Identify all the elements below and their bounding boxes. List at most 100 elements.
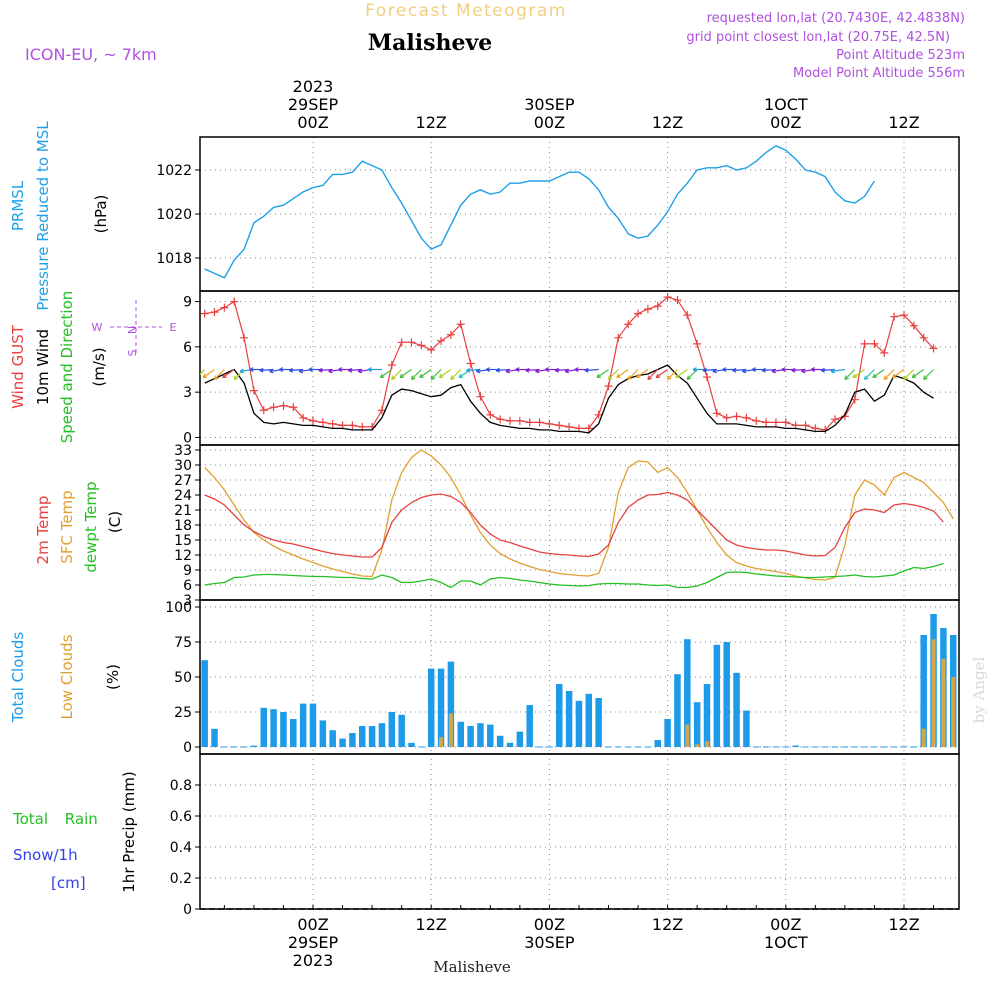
cloud-bar-group bbox=[506, 742, 514, 747]
low-cloud-label: Low Clouds bbox=[58, 634, 76, 719]
cloud-bar-group bbox=[487, 724, 494, 747]
snow-label: Snow/1h bbox=[13, 846, 78, 864]
wind-direction-arrow bbox=[872, 369, 885, 379]
gust-line bbox=[204, 296, 934, 431]
low-cloud-bar bbox=[685, 724, 690, 747]
wind-direction-arrow bbox=[399, 369, 412, 379]
cloud-bar-group bbox=[496, 735, 504, 747]
gust-marker bbox=[525, 418, 534, 427]
bottom-time-label: 12Z bbox=[416, 915, 447, 934]
cloud-bar-group bbox=[792, 745, 799, 747]
y-tick-label: 0 bbox=[183, 430, 192, 446]
gust-marker bbox=[762, 418, 771, 427]
gust-marker bbox=[240, 333, 249, 342]
y-tick-label: 21 bbox=[174, 503, 192, 519]
y-tick-label: 0.6 bbox=[170, 809, 192, 825]
total-cloud-bar bbox=[201, 660, 208, 747]
gust-marker bbox=[417, 341, 426, 350]
bottom-time-label: 30SEP bbox=[524, 933, 575, 952]
cloud-bar-group bbox=[260, 707, 267, 747]
gust-marker bbox=[929, 344, 938, 353]
gust-marker bbox=[880, 348, 889, 357]
low-cloud-bar bbox=[951, 677, 956, 747]
y-tick-label: 1020 bbox=[156, 207, 192, 223]
gust-marker bbox=[328, 419, 337, 428]
cloud-bar-group bbox=[408, 742, 415, 747]
total-cloud-bar bbox=[713, 644, 721, 747]
low-cloud-bar bbox=[705, 741, 709, 747]
compass-west: W bbox=[92, 321, 103, 334]
gust-marker bbox=[230, 297, 239, 306]
total-cloud-bar bbox=[585, 693, 593, 747]
gust-marker bbox=[683, 311, 692, 320]
cloud-bar-group bbox=[940, 628, 947, 747]
wind-direction-arrow bbox=[213, 369, 225, 380]
wind-direction-arrow bbox=[202, 369, 215, 379]
gust-marker bbox=[506, 416, 514, 425]
total-cloud-bar bbox=[408, 742, 415, 747]
wind-direction-arrow bbox=[222, 369, 235, 379]
cloud-unit: (%) bbox=[104, 664, 122, 690]
gust-marker bbox=[309, 416, 317, 425]
gust-marker bbox=[407, 338, 416, 347]
wind-direction-arrow bbox=[584, 367, 599, 373]
location-title: Malisheve bbox=[368, 30, 492, 56]
cloud-bar-group bbox=[349, 733, 356, 747]
gust-marker bbox=[279, 401, 288, 410]
total-cloud-bar bbox=[467, 726, 474, 747]
panel-frame-wind bbox=[199, 290, 960, 446]
total-cloud-bar bbox=[427, 668, 435, 747]
gust-marker bbox=[220, 303, 229, 312]
top-time-label: 00Z bbox=[534, 113, 565, 132]
cloud-bar-group bbox=[329, 730, 336, 747]
gust-marker bbox=[732, 412, 741, 421]
gust-marker bbox=[722, 413, 731, 422]
gust-marker bbox=[437, 336, 446, 345]
wind-dir-label: Speed and Direction bbox=[58, 291, 76, 444]
bottom-time-label: 12Z bbox=[652, 915, 683, 934]
gust-marker bbox=[860, 339, 869, 348]
cloud-bar-group bbox=[447, 661, 455, 747]
wind-direction-arrow bbox=[419, 369, 432, 379]
y-tick-label: 6 bbox=[183, 578, 192, 594]
cloud-bar-group bbox=[211, 728, 218, 747]
gust-marker bbox=[397, 338, 406, 347]
total-cloud-bar bbox=[487, 724, 494, 747]
gust-marker bbox=[535, 418, 544, 427]
wind-direction-arrow bbox=[903, 369, 915, 380]
total-cloud-bar bbox=[388, 712, 396, 747]
total-cloud-bar bbox=[368, 726, 376, 747]
cloud-bar-group bbox=[674, 674, 681, 747]
temp2m-line bbox=[204, 491, 944, 558]
top-time-label: 12Z bbox=[888, 113, 919, 132]
gust-marker bbox=[456, 320, 465, 329]
gust-marker bbox=[496, 415, 505, 424]
total-cloud-bar bbox=[496, 735, 504, 747]
gust-marker bbox=[653, 302, 662, 311]
cloud-bar-group bbox=[270, 709, 277, 747]
gust-marker bbox=[890, 312, 899, 321]
wind-direction-arrow bbox=[852, 369, 865, 379]
model-altitude: Model Point Altitude 556m bbox=[793, 66, 965, 81]
gust-marker bbox=[545, 419, 554, 428]
total-cloud-bar bbox=[556, 684, 563, 747]
gust-marker bbox=[771, 418, 780, 427]
cloud-bar-group bbox=[359, 726, 366, 747]
gust-marker bbox=[643, 305, 652, 314]
gust-marker bbox=[318, 418, 327, 427]
gust-marker bbox=[900, 311, 908, 320]
y-tick-label: 9 bbox=[183, 563, 192, 579]
total-cloud-bar bbox=[319, 720, 327, 747]
cloud-bar-group bbox=[477, 723, 484, 747]
cloud-bar-group bbox=[743, 710, 750, 747]
total-cloud-bar bbox=[339, 738, 346, 747]
top-time-label: 00Z bbox=[297, 113, 328, 132]
gust-marker bbox=[259, 406, 268, 415]
wind-direction-arrow bbox=[616, 369, 629, 379]
low-cloud-bar bbox=[448, 713, 453, 747]
gust-label: Wind GUST bbox=[9, 324, 27, 409]
y-tick-label: 0.2 bbox=[170, 871, 192, 887]
gust-marker bbox=[446, 330, 455, 339]
gust-marker bbox=[624, 320, 633, 329]
cloud-bar-group bbox=[299, 703, 307, 747]
